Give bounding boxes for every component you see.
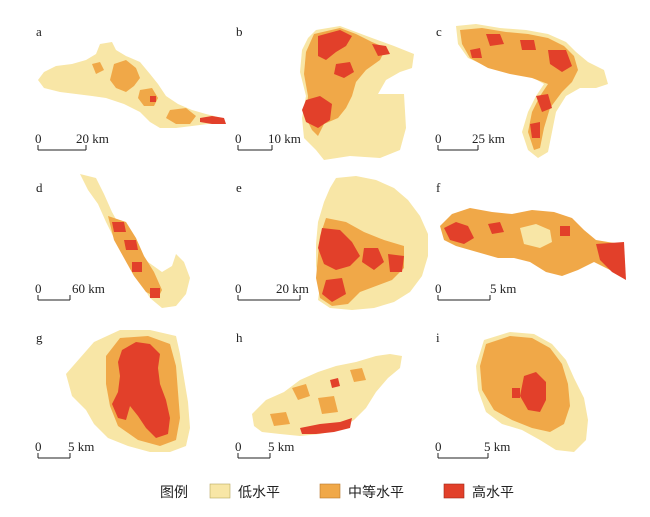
legend-label-medium: 中等水平 xyxy=(348,484,404,501)
panel-letter-e: e xyxy=(236,180,242,195)
scalebar-d-zero: 0 xyxy=(35,281,42,296)
region-d-high-3 xyxy=(132,262,142,272)
region-h-medium-2 xyxy=(318,396,338,414)
panel-i: i 0 5 km xyxy=(435,330,588,459)
legend-swatch-low xyxy=(209,483,231,499)
panel-c: c 0 25 km xyxy=(435,24,608,158)
region-i-high-2 xyxy=(512,388,520,398)
panel-letter-b: b xyxy=(236,24,243,39)
region-d-medium xyxy=(108,216,162,298)
scalebar-b-zero: 0 xyxy=(235,131,242,146)
legend-label-low: 低水平 xyxy=(238,485,280,501)
region-a-medium-4 xyxy=(92,62,104,74)
panel-letter-d: d xyxy=(36,180,43,195)
scalebar-a-label: 20 km xyxy=(76,131,109,146)
region-c-medium xyxy=(460,28,578,150)
scalebar-g-zero: 0 xyxy=(35,439,42,454)
scalebar-e-label: 20 km xyxy=(276,281,309,296)
region-d-high-2 xyxy=(124,240,138,250)
region-f-high-east xyxy=(596,242,626,280)
region-b-high-east xyxy=(372,44,390,56)
region-b-high-mid xyxy=(334,62,354,78)
panel-g: g 0 5 km xyxy=(35,330,190,459)
region-d-high-1 xyxy=(112,222,126,232)
panel-d: d 0 60 km xyxy=(35,174,190,308)
region-h-medium-1 xyxy=(292,384,310,400)
region-i-high-1 xyxy=(520,372,546,412)
region-e-high-3 xyxy=(388,254,404,272)
region-f-high-small xyxy=(560,226,570,236)
region-b-high-north xyxy=(318,30,352,60)
panel-letter-g: g xyxy=(36,330,43,345)
scalebar-a-zero: 0 xyxy=(35,131,42,146)
region-b-high-south xyxy=(302,96,332,128)
scalebar-c-label: 25 km xyxy=(472,131,505,146)
scalebar-e-zero: 0 xyxy=(235,281,242,296)
region-e-high-2 xyxy=(362,248,384,270)
region-h-medium-4 xyxy=(270,412,290,426)
region-c-high-5 xyxy=(530,122,540,138)
panel-letter-c: c xyxy=(436,24,442,39)
region-c-high-2 xyxy=(520,40,536,50)
legend-label-high: 高水平 xyxy=(472,484,514,501)
panel-letter-a: a xyxy=(36,24,42,39)
region-g-high xyxy=(112,342,170,438)
region-e-high-1 xyxy=(318,228,360,270)
scalebar-h-zero: 0 xyxy=(235,439,242,454)
legend: 图例 低水平 中等水平 高水平 xyxy=(160,483,514,501)
region-h-high-south xyxy=(300,418,352,434)
region-d-high-4 xyxy=(150,288,160,298)
region-c-high-1 xyxy=(486,34,504,46)
panel-f: f 0 5 km xyxy=(435,180,626,301)
legend-swatch-medium xyxy=(319,483,341,499)
region-f-low-inner xyxy=(520,224,552,248)
panel-h: h 0 5 km xyxy=(235,330,402,459)
region-c-high-4 xyxy=(536,94,552,112)
scalebar-b-label: 10 km xyxy=(268,131,301,146)
panel-letter-i: i xyxy=(436,330,440,345)
panel-letter-h: h xyxy=(236,330,243,345)
scalebar-f-label: 5 km xyxy=(490,281,516,296)
region-a-medium-3 xyxy=(166,108,196,124)
panel-letter-f: f xyxy=(436,180,441,195)
scalebar-c-zero: 0 xyxy=(435,131,442,146)
region-a-high-tail xyxy=(200,116,226,124)
scalebar-h-label: 5 km xyxy=(268,439,294,454)
region-h-medium-3 xyxy=(350,368,366,382)
legend-swatch-high xyxy=(443,483,465,499)
region-f-high-mid xyxy=(488,222,504,234)
region-e-high-4 xyxy=(322,278,346,302)
scalebar-d-label: 60 km xyxy=(72,281,105,296)
region-h-high-1 xyxy=(330,378,340,388)
scalebar-i-zero: 0 xyxy=(435,439,442,454)
region-c-high-3 xyxy=(548,50,572,72)
scalebar-g-label: 5 km xyxy=(68,439,94,454)
panel-e: e 0 20 km xyxy=(235,176,428,310)
region-c-high-6 xyxy=(470,48,482,58)
legend-title: 图例 xyxy=(160,485,188,501)
region-d-low xyxy=(80,174,190,308)
scalebar-i-label: 5 km xyxy=(484,439,510,454)
panel-b: b 0 10 km xyxy=(235,24,414,160)
scalebar-f-zero: 0 xyxy=(435,281,442,296)
panel-a: a 0 20 km xyxy=(35,24,226,151)
region-f-high-west xyxy=(444,222,474,244)
region-a-high-1 xyxy=(150,96,156,102)
region-h-low xyxy=(252,354,402,436)
region-a-medium-1 xyxy=(110,60,140,92)
